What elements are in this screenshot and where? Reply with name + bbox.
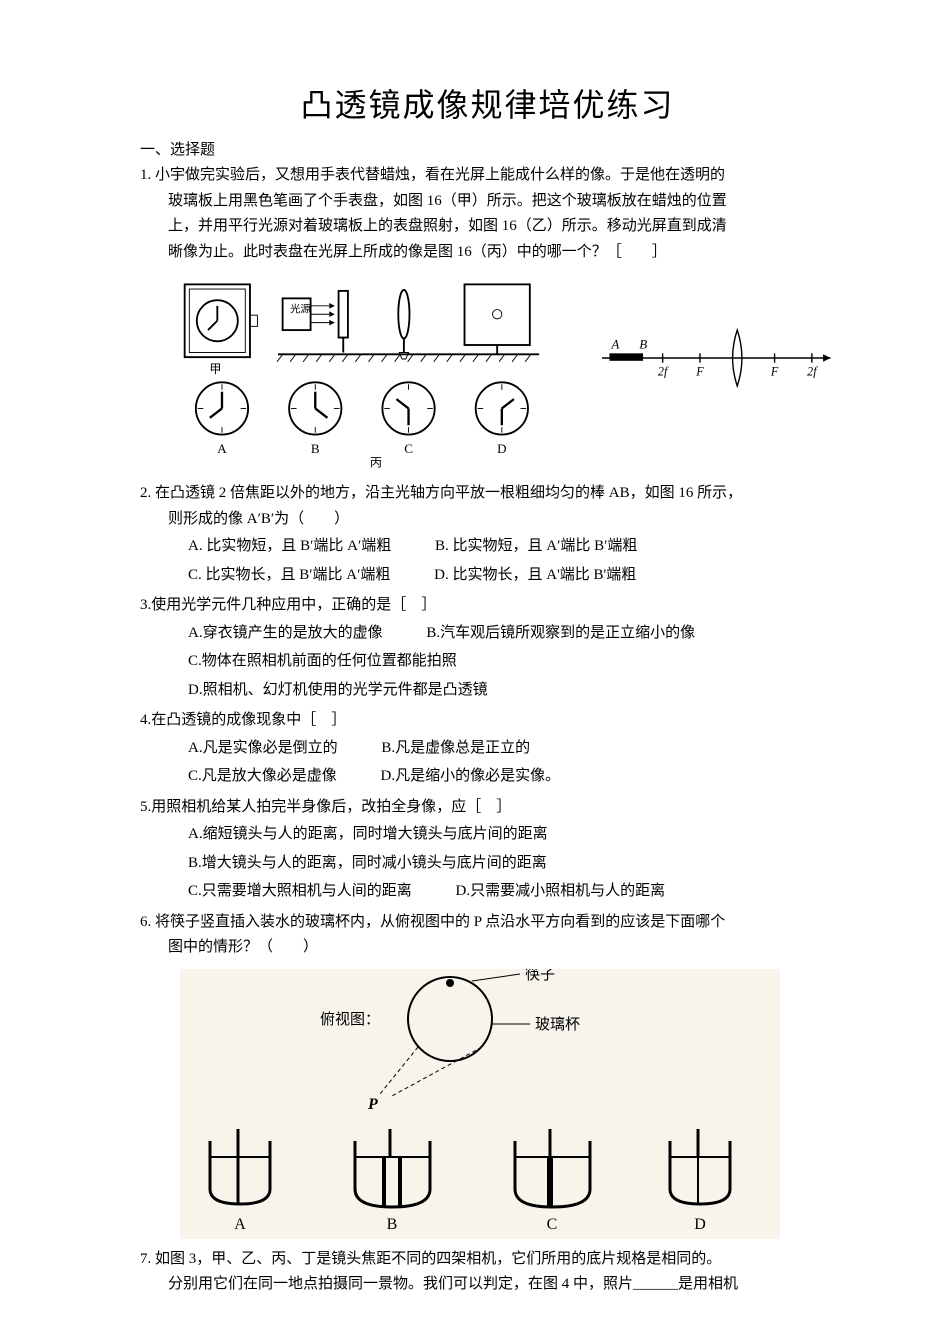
q3-opt-b: B.汽车观后镜所观察到的是正立缩小的像 [426,619,695,648]
q3-opt-d: D.照相机、幻灯机使用的光学元件都是凸透镜 [188,682,488,698]
q1-line2: 玻璃板上用黑色笔画了个手表盘，如图 16（甲）所示。把这个玻璃板放在蜡烛的位置 [140,189,835,215]
page-container: 凸透镜成像规律培优练习 一、选择题 1. 小宇做完实验后，又想用手表代替蜡烛，看… [0,0,945,1342]
q1-opt-a: A [217,441,227,456]
q2-line1: 在凸透镜 2 倍焦距以外的地方，沿主光轴方向平放一根粗细均匀的棒 AB，如图 1… [155,485,742,501]
q6-line2: 图中的情形？（ ） [140,935,835,961]
q1-opt-b: B [311,441,320,456]
q6-num: 6. [140,914,151,930]
q5-opt-a: A.缩短镜头与人的距离，同时增大镜头与底片间的距离 [188,826,548,842]
q3-stem: 使用光学元件几种应用中，正确的是［ ］ [151,597,436,613]
q6-figure: 俯视图： 筷子 玻璃杯 P A [180,969,835,1239]
q5-stem: 用照相机给某人拍完半身像后，改拍全身像，应［ ］ [151,799,511,815]
q4-num: 4. [140,712,151,728]
q3-opt-a: A.穿衣镜产生的是放大的虚像 [188,619,383,648]
q6-line1: 将筷子竖直插入装水的玻璃杯内，从俯视图中的 P 点沿水平方向看到的应该是下面哪个 [155,914,725,930]
question-7: 7. 如图 3，甲、乙、丙、丁是镜头焦距不同的四架相机，它们所用的底片规格是相同… [140,1247,835,1298]
q6-topview-label: 俯视图： [320,1011,380,1028]
q3-opt-c: C.物体在照相机前面的任何位置都能拍照 [188,653,457,669]
question-4: 4.在凸透镜的成像现象中［ ］ A.凡是实像必是倒立的 B.凡是虚像总是正立的 … [140,708,835,791]
section-header-1: 一、选择题 [140,138,835,159]
question-6: 6. 将筷子竖直插入装水的玻璃杯内，从俯视图中的 P 点沿水平方向看到的应该是下… [140,910,835,961]
q4-opt-c: C.凡是放大像必是虚像 [188,762,337,791]
page-title: 凸透镜成像规律培优练习 [140,80,835,126]
q4-opt-d: D.凡是缩小的像必是实像。 [381,762,561,791]
axis-2f-r: 2f [807,365,818,379]
question-2: 2. 在凸透镜 2 倍焦距以外的地方，沿主光轴方向平放一根粗细均匀的棒 AB，如… [140,481,835,589]
q1-figure-row: 甲 光源 [180,273,835,473]
axis-b: B [639,337,647,352]
axis-f-r: F [770,365,779,379]
q1-label-bing: 丙 [370,455,382,469]
q4-stem: 在凸透镜的成像现象中［ ］ [151,712,346,728]
q5-opt-d: D.只需要减小照相机与人的距离 [456,877,666,906]
q1-label-jia: 甲 [209,362,221,376]
q4-opt-b: B.凡是虚像总是正立的 [381,734,530,763]
question-1: 1. 小宇做完实验后，又想用手表代替蜡烛，看在光屏上能成什么样的像。于是他在透明… [140,163,835,265]
q7-line2: 分别用它们在同一地点拍摄同一景物。我们可以判定，在图 4 中，照片______是… [140,1272,835,1298]
q3-num: 3. [140,597,151,613]
q6-opt-b: B [387,1216,398,1233]
q4-opt-a: A.凡是实像必是倒立的 [188,734,338,763]
q1-opt-c: C [404,441,413,456]
q1-figure-left: 甲 光源 [180,273,572,473]
q6-opt-a: A [234,1216,246,1233]
q1-line1: 小宇做完实验后，又想用手表代替蜡烛，看在光屏上能成什么样的像。于是他在透明的 [155,167,725,183]
q7-line1: 如图 3，甲、乙、丙、丁是镜头焦距不同的四架相机，它们所用的底片规格是相同的。 [155,1251,721,1267]
q1-num: 1. [140,167,151,183]
q5-opt-b: B.增大镜头与人的距离，同时减小镜头与底片间的距离 [188,855,547,871]
q5-num: 5. [140,799,151,815]
axis-a: A [610,337,620,352]
question-5: 5.用照相机给某人拍完半身像后，改拍全身像，应［ ］ A.缩短镜头与人的距离，同… [140,795,835,906]
axis-2f-l: 2f [658,365,669,379]
q2-line2: 则形成的像 A′B′为（ ） [140,507,835,533]
q6-cup-label: 玻璃杯 [535,1016,580,1033]
q2-opt-a: A. 比实物短，且 B′端比 A′端粗 [188,532,391,561]
q2-figure-axis: A B 2f F F 2f [602,313,835,403]
q1-line4: 晰像为止。此时表盘在光屏上所成的像是图 16（丙）中的哪一个？［ ］ [140,240,835,266]
q1-line3: 上，并用平行光源对着玻璃板上的表盘照射，如图 16（乙）所示。移动光屏直到成清 [140,214,835,240]
q6-opt-d: D [694,1216,706,1233]
q2-opt-b: B. 比实物短，且 A′端比 B′端粗 [435,532,637,561]
axis-f-l: F [695,365,704,379]
q2-opt-d: D. 比实物长，且 A'端比 B'端粗 [434,561,636,590]
q6-opt-c: C [547,1216,558,1233]
q6-chop-label: 筷子 [525,969,555,983]
q6-p-label: P [367,1096,378,1113]
q5-opt-c: C.只需要增大照相机与人间的距离 [188,877,412,906]
question-3: 3.使用光学元件几种应用中，正确的是［ ］ A.穿衣镜产生的是放大的虚像 B.汽… [140,593,835,704]
q2-num: 2. [140,485,151,501]
q7-num: 7. [140,1251,151,1267]
q1-label-light: 光源 [290,302,311,315]
q1-opt-d: D [497,441,506,456]
q2-opt-c: C. 比实物长，且 B′端比 A′端粗 [188,561,390,590]
